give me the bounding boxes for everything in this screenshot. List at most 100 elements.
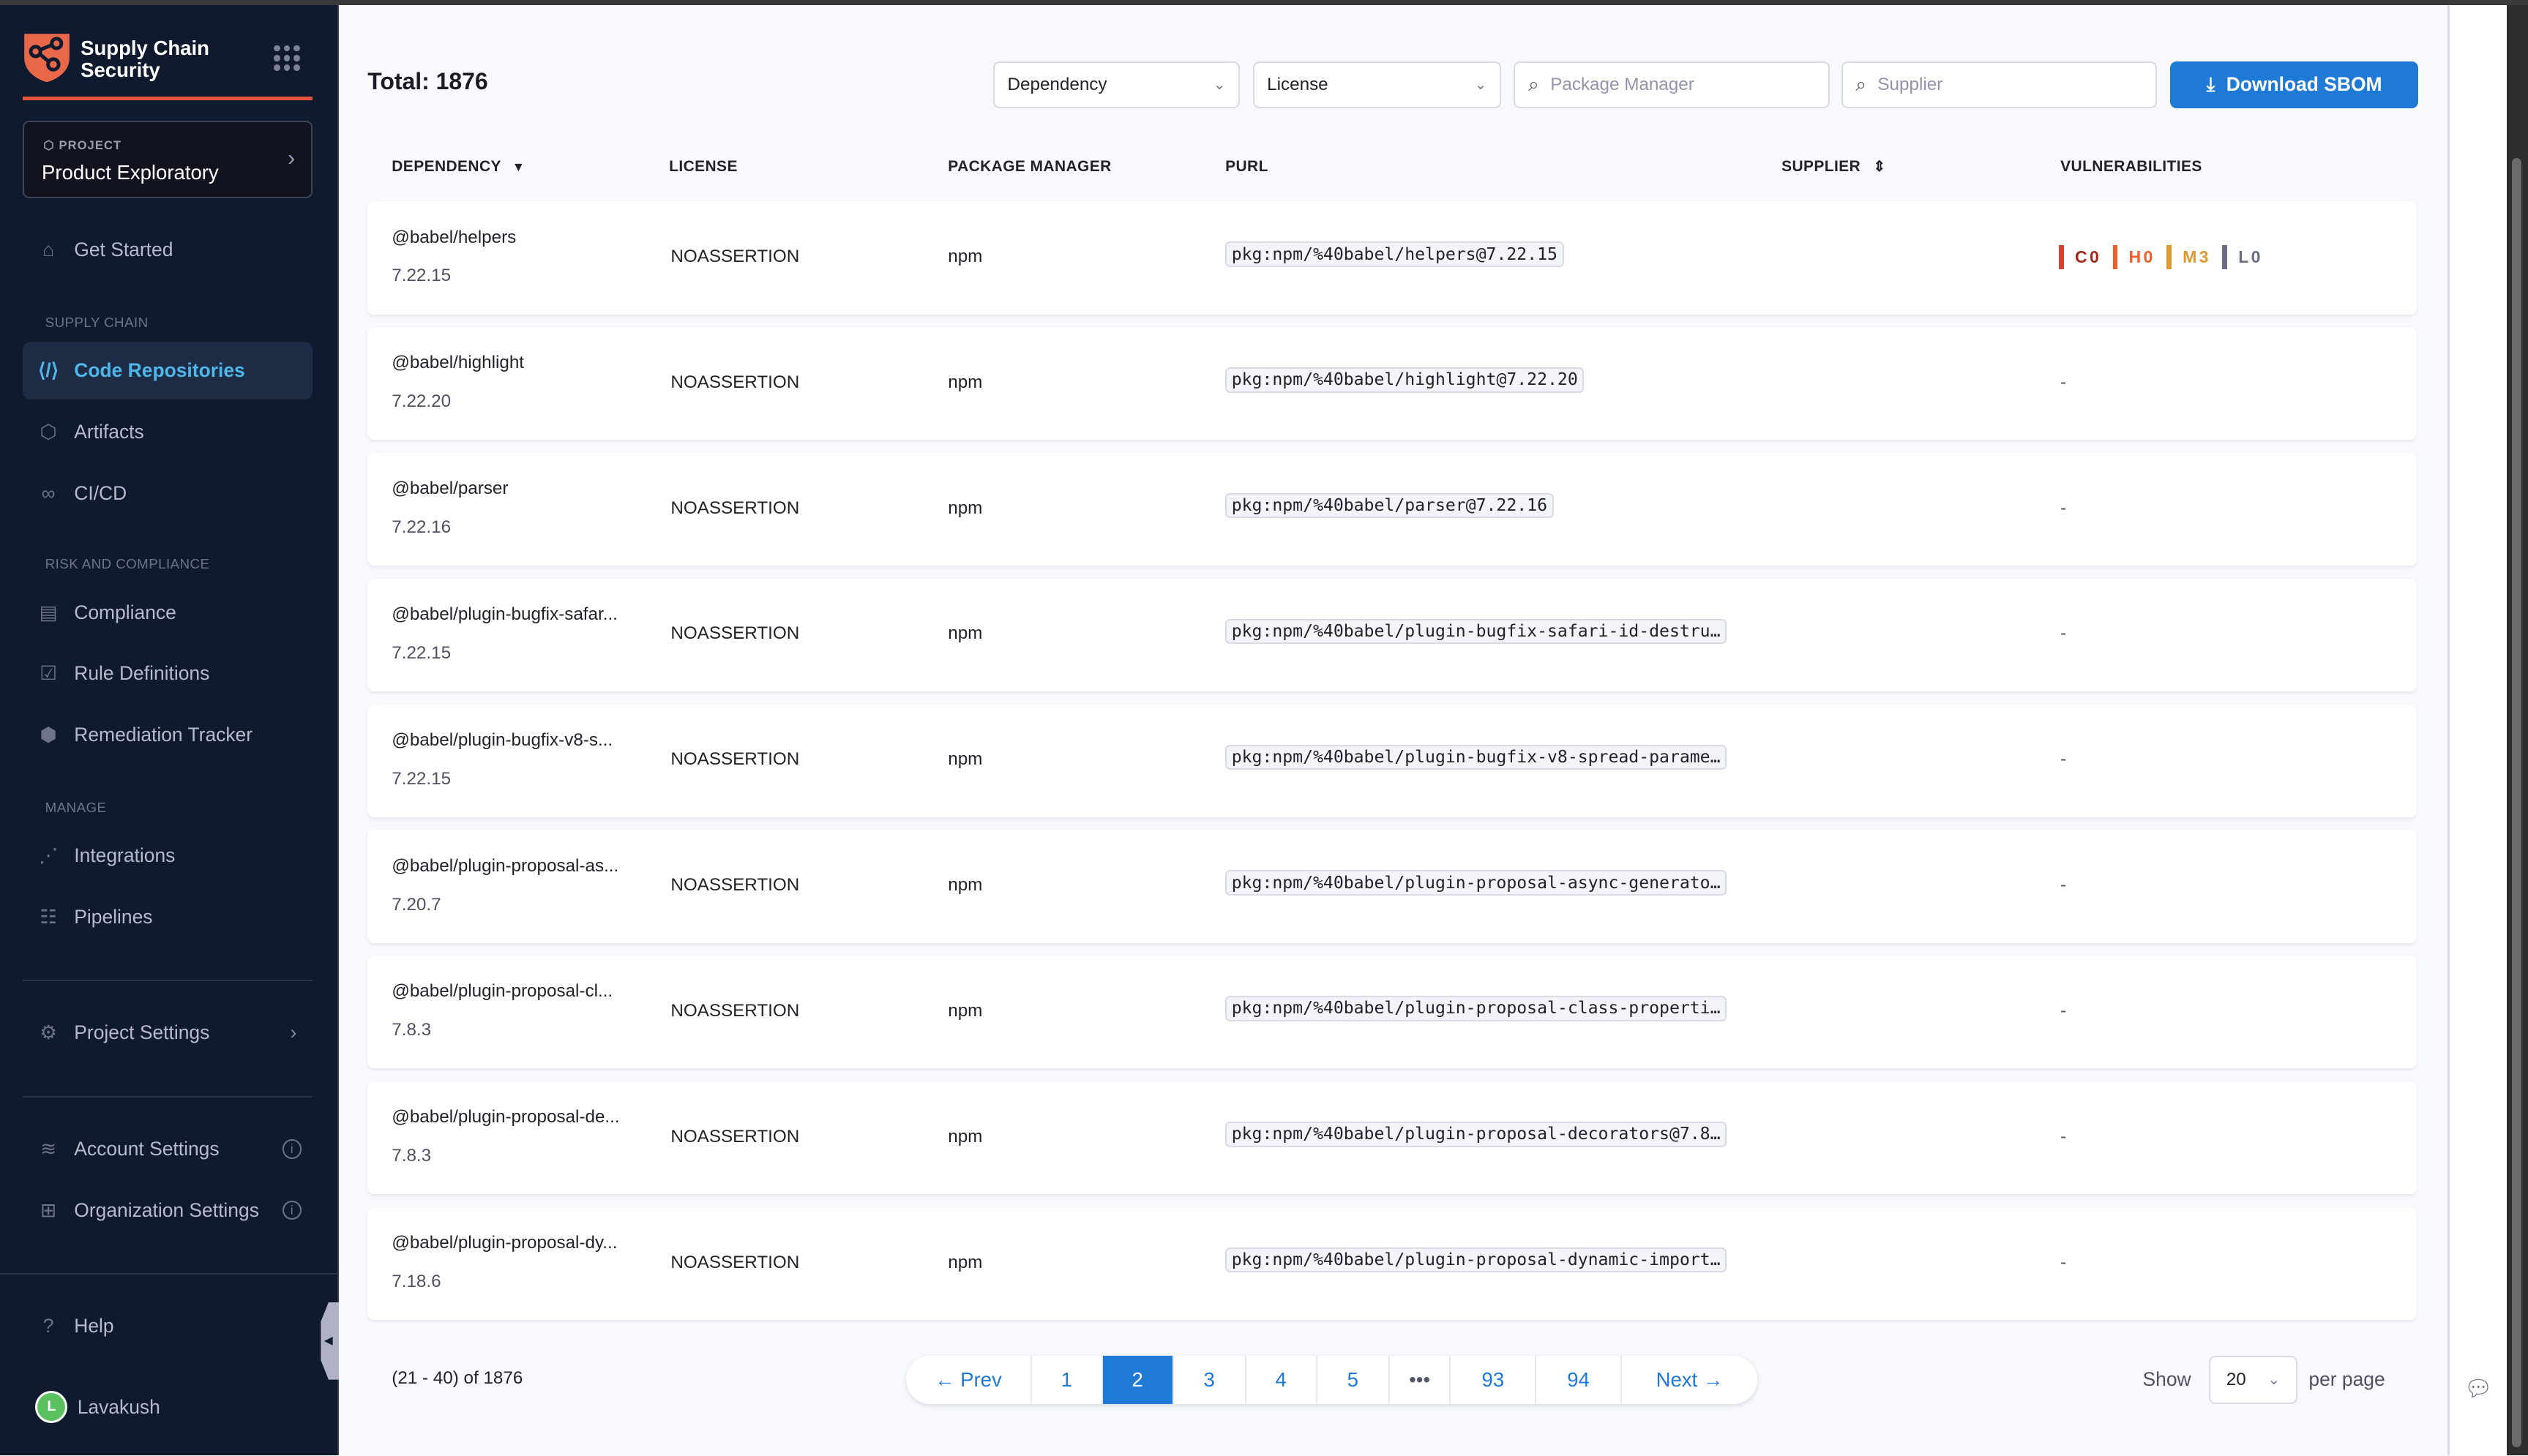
page-4[interactable]: 4 [1246,1355,1317,1404]
sidebar-item-compliance[interactable]: ▤ Compliance [23,583,313,641]
severity-count: H0 [2128,247,2155,266]
dependency-version: 7.20.7 [392,894,441,915]
show-label: Show [2142,1368,2191,1391]
dependency-name[interactable]: @babel/plugin-proposal-dy... [392,1233,618,1253]
dependency-name[interactable]: @babel/helpers [392,227,517,247]
package-manager: npm [948,498,983,518]
sidebar-item-pipelines[interactable]: ☷ Pipelines [23,888,313,946]
vulnerabilities-none: - [2060,749,2067,770]
nav-label: Compliance [74,601,176,623]
dependency-name[interactable]: @babel/plugin-bugfix-v8-s... [392,729,613,750]
purl: pkg:npm/%40babel/parser@7.22.16 [1225,493,1554,519]
table-row[interactable]: @babel/plugin-bugfix-safar... 7.22.15 NO… [367,578,2417,691]
help-icon: ? [42,1315,54,1337]
nav-label: Integrations [74,844,176,867]
avatar: L [35,1391,68,1424]
table-row[interactable]: @babel/plugin-proposal-cl... 7.8.3 NOASS… [367,956,2417,1069]
dependency-version: 7.22.20 [392,391,452,412]
chevron-right-icon: › [288,145,296,171]
dependency-name[interactable]: @babel/parser [392,479,509,499]
table-row[interactable]: @babel/parser 7.22.16 NOASSERTION npm pk… [367,452,2417,566]
pipelines-icon: ☷ [40,905,57,928]
nav-label: Pipelines [74,905,153,928]
integrations-icon: ⋰ [38,844,59,867]
project-selector[interactable]: ⬡ PROJECT Product Exploratory › [22,121,313,198]
dependency-filter[interactable]: Dependency ⌄ [992,61,1240,108]
dependency-name[interactable]: @babel/highlight [392,353,525,373]
table-row[interactable]: @babel/helpers 7.22.15 NOASSERTION npm p… [367,201,2417,315]
brand-underline [22,97,313,100]
page-3[interactable]: 3 [1174,1355,1246,1404]
table-row[interactable]: @babel/plugin-proposal-as... 7.20.7 NOAS… [367,830,2417,943]
collapse-sidebar-button[interactable]: ◀ [321,1302,340,1380]
page-5[interactable]: 5 [1317,1355,1390,1404]
table-row[interactable]: @babel/plugin-proposal-de... 7.8.3 NOASS… [367,1081,2417,1195]
page-2[interactable]: 2 [1102,1355,1174,1404]
scrollbar-thumb[interactable] [2511,157,2522,1448]
project-name: Product Exploratory [42,161,219,184]
download-icon: ⤓ [2206,72,2215,95]
sidebar-item-help[interactable]: ? Help [23,1297,313,1355]
user-profile[interactable]: L Lavakush [23,1378,313,1436]
nav-label: Get Started [74,238,173,260]
dependency-name[interactable]: @babel/plugin-proposal-de... [392,1107,620,1127]
sidebar-item-account-settings[interactable]: ≋ Account Settings i [23,1120,313,1178]
sidebar-item-integrations[interactable]: ⋰ Integrations [23,827,313,885]
sidebar-item-cicd[interactable]: ∞ CI/CD [23,464,313,522]
sidebar-item-project-settings[interactable]: ⚙ Project Settings › [23,1004,313,1062]
per-page-select[interactable]: 20 ⌄ [2208,1355,2297,1404]
page-ellipsis[interactable]: ••• [1390,1355,1451,1404]
sidebar-item-organization-settings[interactable]: ⊞ Organization Settings i [23,1182,313,1239]
dependency-name[interactable]: @babel/plugin-proposal-cl... [392,981,613,1002]
table-row[interactable]: @babel/plugin-bugfix-v8-s... 7.22.15 NOA… [367,704,2417,817]
package-manager: npm [948,1000,983,1021]
sidebar-item-rule-definitions[interactable]: ☑ Rule Definitions [23,645,313,702]
purl: pkg:npm/%40babel/plugin-proposal-decorat… [1225,1122,1727,1147]
nav-label: Code Repositories [74,359,245,382]
dependency-version: 7.22.15 [392,642,452,663]
page-94[interactable]: 94 [1536,1355,1622,1404]
box-icon: ⬡ [40,420,57,443]
table-row[interactable]: @babel/highlight 7.22.20 NOASSERTION npm… [367,327,2417,440]
header-package-manager: PACKAGE MANAGER [948,157,1112,175]
next-page-button[interactable]: Next → [1656,1367,1724,1391]
sidebar-item-get-started[interactable]: ⌂ Get Started [23,221,313,279]
supplier-search[interactable]: ⌕ Supplier [1841,61,2158,108]
sidebar-item-remediation-tracker[interactable]: ⬢ Remediation Tracker [23,706,313,764]
page-1[interactable]: 1 [1032,1355,1103,1404]
page-93[interactable]: 93 [1451,1355,1537,1404]
prev-page-button[interactable]: ← Prev [906,1355,1032,1404]
severity-count: M3 [2183,247,2211,266]
header-supplier[interactable]: SUPPLIER ⇕ [1781,157,1886,175]
header-dependency[interactable]: DEPENDENCY ▼ [392,157,526,175]
app-title: Supply Chain Security [81,36,209,82]
package-manager: npm [948,372,983,392]
info-icon[interactable]: i [282,1139,302,1159]
table-row[interactable]: @babel/plugin-proposal-dy... 7.18.6 NOAS… [367,1207,2417,1321]
package-manager-search[interactable]: ⌕ Package Manager [1514,61,1830,108]
package-manager: npm [948,749,983,770]
nav-label: Artifacts [74,420,144,443]
app-switcher-icon[interactable] [274,45,300,71]
info-icon[interactable]: i [282,1201,302,1220]
chat-icon[interactable]: 💬︎ [2464,1375,2493,1401]
gear-icon: ⚙ [40,1021,57,1044]
org-settings-icon: ⊞ [40,1198,57,1221]
per-page-value: 20 [2226,1369,2246,1389]
dependency-version: 7.8.3 [392,1146,432,1166]
vulnerabilities-none: - [2060,875,2067,896]
vulnerability-summary[interactable]: C0 H0 M3 L0 [2058,244,2274,269]
sidebar-item-artifacts[interactable]: ⬡ Artifacts [23,403,313,461]
license: NOASSERTION [670,749,800,770]
package-manager: npm [948,247,983,266]
license-filter[interactable]: License ⌄ [1252,61,1501,108]
severity-bar [2166,244,2172,269]
dependency-name[interactable]: @babel/plugin-bugfix-safar... [392,604,618,625]
scrollbar[interactable] [2507,4,2528,1456]
nav-label: Project Settings [74,1021,210,1044]
header-purl: PURL [1225,157,1268,175]
nav-label: Organization Settings [74,1198,259,1221]
sidebar-item-code-repositories[interactable]: ⟨/⟩ Code Repositories [22,341,313,400]
download-sbom-button[interactable]: ⤓ Download SBOM [2169,61,2419,108]
dependency-name[interactable]: @babel/plugin-proposal-as... [392,855,619,876]
